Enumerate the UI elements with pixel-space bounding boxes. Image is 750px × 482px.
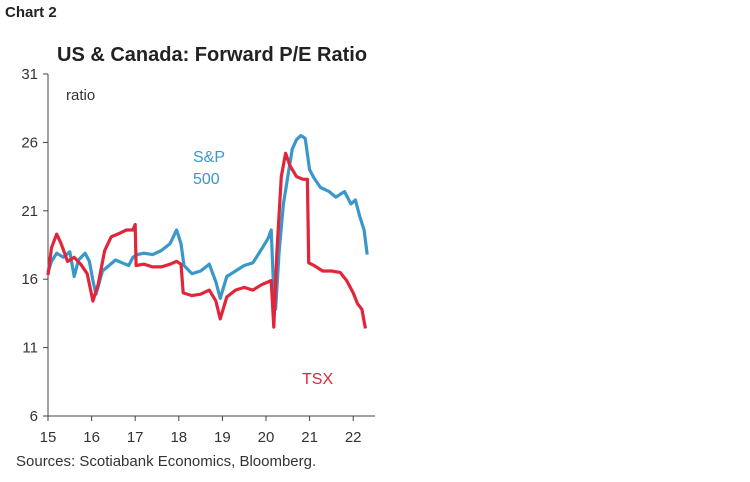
x-tick-label: 20: [258, 429, 275, 446]
source-note: Sources: Scotiabank Economics, Bloomberg…: [16, 453, 317, 470]
chart-title: US & Canada: Forward P/E Ratio: [57, 44, 368, 66]
x-tick-label: 19: [214, 429, 231, 446]
y-tick-label: 31: [21, 66, 38, 83]
series-label-sp500-line2: 500: [193, 171, 220, 188]
x-tick-label: 21: [301, 429, 318, 446]
series-label-tsx: TSX: [302, 371, 333, 388]
x-tick-label: 22: [345, 429, 362, 446]
y-tick-label: 26: [21, 134, 38, 151]
y-tick-label: 21: [21, 203, 38, 220]
x-tick-label: 17: [127, 429, 144, 446]
x-tick-label: 16: [83, 429, 100, 446]
y-ticks: 6 11 16 21 26 31: [21, 66, 48, 425]
y-tick-label: 6: [30, 408, 38, 425]
y-axis-unit-label: ratio: [66, 87, 95, 104]
series-lines: [46, 134, 369, 329]
series-line-tsx: [46, 151, 367, 329]
x-tick-label: 15: [40, 429, 57, 446]
x-ticks: 15 16 17 18 19 20 21 22: [40, 416, 362, 446]
x-tick-label: 18: [170, 429, 187, 446]
y-tick-label: 16: [21, 271, 38, 288]
chart-label: Chart 2: [5, 4, 57, 21]
series-label-sp500-line1: S&P: [193, 149, 225, 166]
series-line-sp500: [46, 134, 369, 311]
y-tick-label: 11: [22, 340, 38, 357]
